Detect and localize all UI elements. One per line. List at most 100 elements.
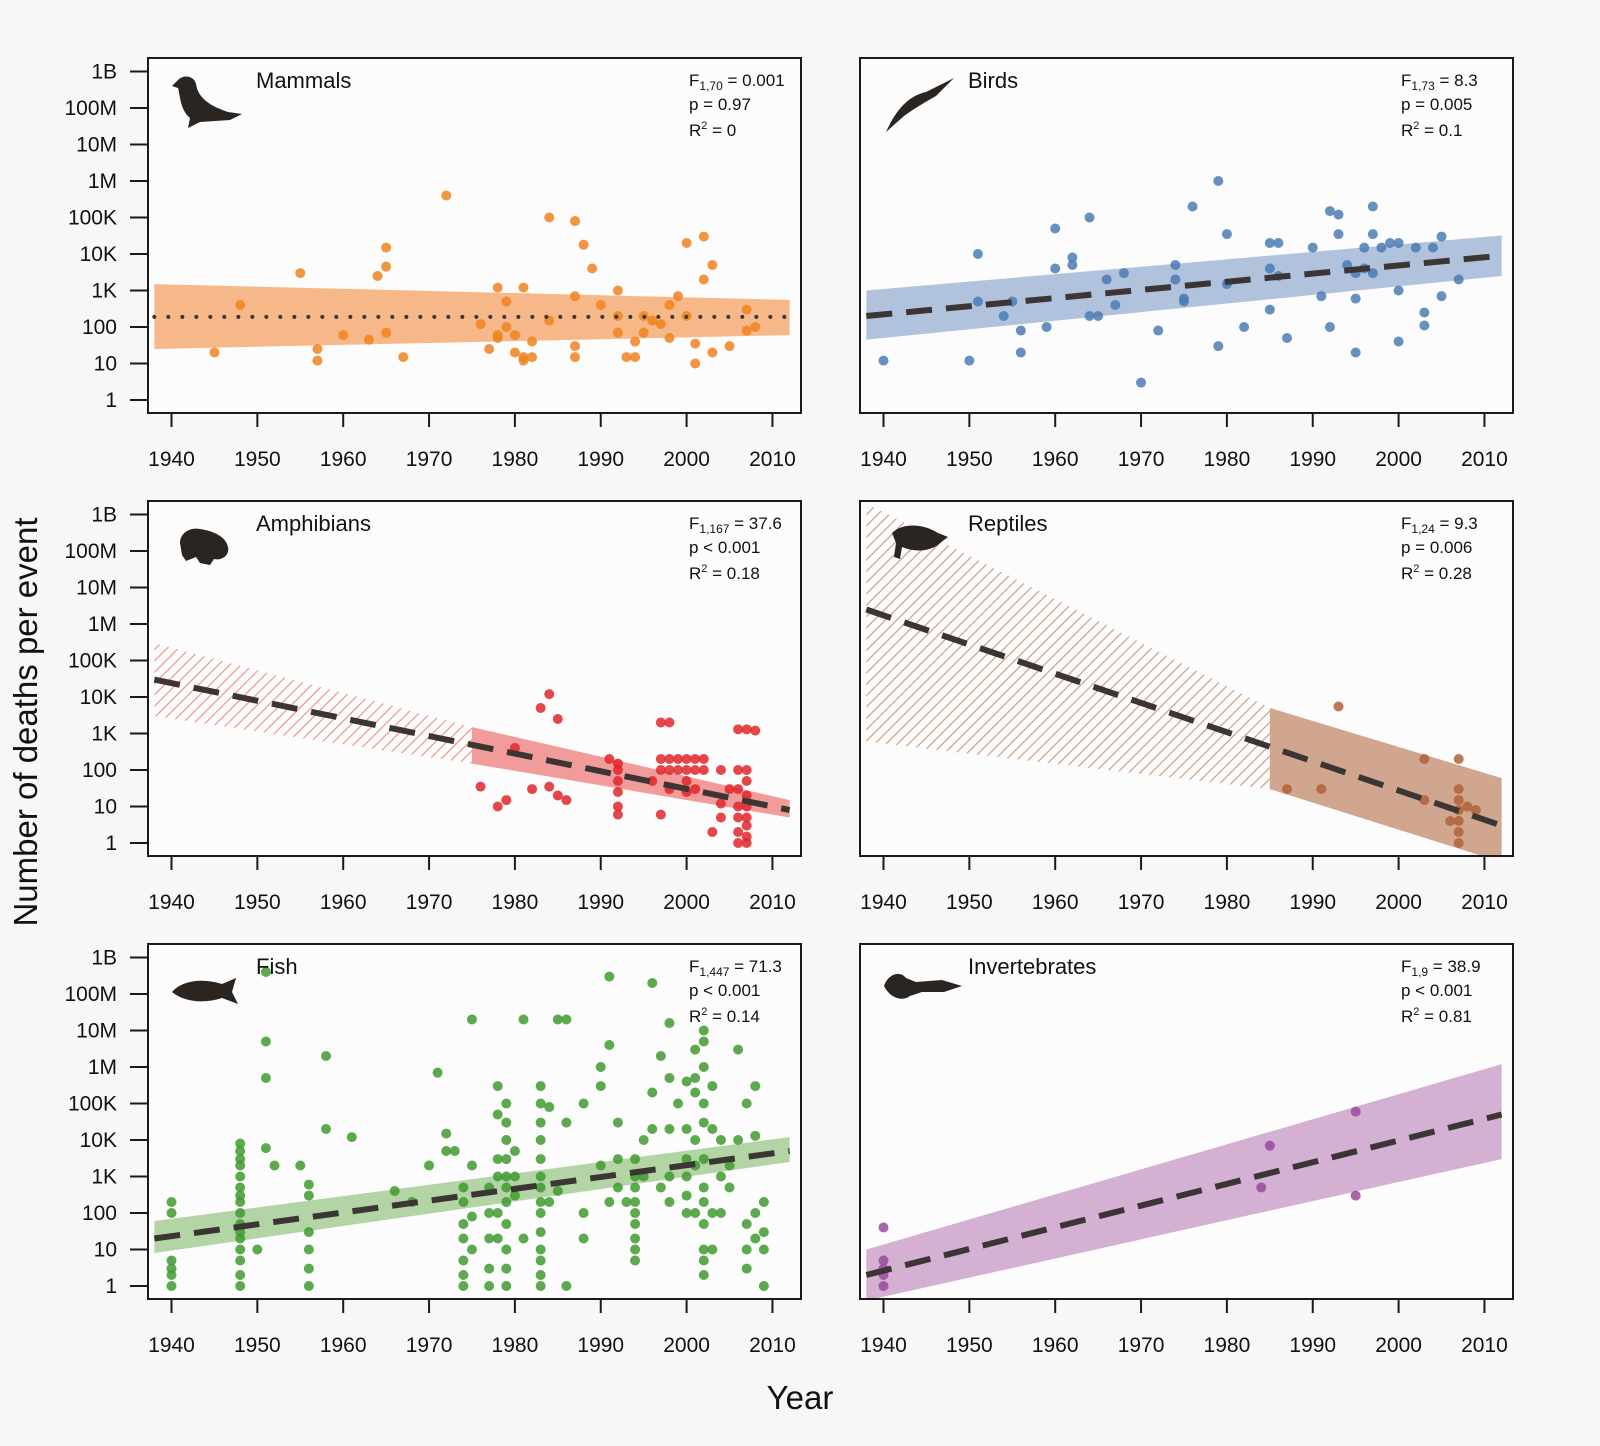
data-point [235, 300, 246, 311]
y-tick-label: 1B [91, 504, 117, 527]
data-point [501, 1244, 512, 1255]
plot-area [148, 944, 801, 1299]
data-point [1015, 347, 1026, 358]
data-point [1264, 1140, 1275, 1151]
y-tick-label: 10M [76, 1020, 117, 1043]
data-point [295, 1160, 306, 1171]
data-point [1084, 311, 1095, 322]
data-point [466, 1244, 477, 1255]
regression-line [866, 252, 1502, 319]
data-point [484, 343, 495, 354]
data-point [492, 1233, 503, 1244]
data-point [655, 1182, 666, 1193]
data-point [1316, 291, 1327, 302]
data-point [260, 1036, 271, 1047]
p-value: p < 0.001 [1401, 981, 1472, 1000]
data-point [509, 1171, 520, 1182]
data-point [655, 319, 666, 330]
data-point [758, 1244, 769, 1255]
data-point [475, 781, 486, 792]
data-point [1359, 242, 1370, 253]
data-point [458, 1270, 469, 1281]
data-point [630, 1197, 641, 1208]
data-point [724, 341, 735, 352]
y-tick-label: 100 [82, 759, 117, 782]
data-point [758, 1227, 769, 1238]
data-point [998, 311, 1009, 322]
data-point [647, 315, 658, 326]
data-point [458, 1281, 469, 1291]
data-point [501, 1218, 512, 1229]
data-point [527, 336, 538, 347]
bird-icon [886, 78, 954, 132]
data-point [595, 300, 606, 311]
data-point [638, 327, 649, 338]
data-point [303, 1227, 314, 1238]
data-point [569, 341, 580, 352]
data-point [209, 347, 220, 358]
data-point [1419, 754, 1430, 765]
x-tick-label: 2010 [1461, 1334, 1508, 1357]
data-point [1050, 223, 1061, 234]
data-point [647, 1124, 658, 1135]
data-point [673, 754, 684, 765]
data-point [260, 967, 271, 978]
data-point [595, 1160, 606, 1171]
data-point [664, 1171, 675, 1182]
panel-fish: 1B 100M 10M 1M 100K 10K 1K 100 10 1 1940 1950 1960 19… [64, 943, 802, 1357]
panel-title: Mammals [256, 68, 351, 93]
x-tick-label: 2000 [663, 891, 710, 914]
y-tick-label: 1 [105, 1275, 117, 1298]
x-tick-label: 2010 [1461, 448, 1508, 471]
data-point [458, 1182, 469, 1193]
data-point [733, 1135, 744, 1145]
data-point [535, 1171, 546, 1182]
y-tick-label: 1B [91, 61, 117, 84]
data-point [741, 765, 752, 775]
data-point [595, 1062, 606, 1072]
data-point [458, 1197, 469, 1208]
data-point [1350, 1106, 1361, 1117]
y-tick-label: 1K [91, 723, 117, 746]
data-point [466, 1211, 477, 1222]
data-point [578, 1098, 589, 1109]
confidence-band [866, 1064, 1502, 1299]
data-point [664, 1072, 675, 1083]
x-tick-label: 1970 [406, 891, 453, 914]
data-point [741, 838, 752, 848]
data-point [698, 1062, 709, 1072]
data-point [698, 765, 709, 775]
data-point [501, 1263, 512, 1274]
data-point [715, 1171, 726, 1182]
panel-frame [859, 57, 1514, 414]
y-tick-label: 1M [88, 1056, 117, 1079]
data-point [501, 296, 512, 307]
data-point [372, 270, 383, 281]
x-tick-label: 1980 [492, 891, 539, 914]
data-point [535, 1081, 546, 1092]
regression-line [865, 1111, 1503, 1278]
panel-reptiles: 1940 1950 1960 1970 1980 1990 2000 2010 Reptiles… [859, 500, 1514, 914]
y-tick-label: 100 [82, 316, 117, 339]
regression-line [865, 606, 1503, 829]
x-tick-label: 1940 [148, 1334, 195, 1357]
y-tick-label: 10 [94, 796, 117, 819]
data-point [509, 347, 520, 358]
x-tick-label: 1990 [1289, 448, 1336, 471]
data-point [1419, 795, 1430, 806]
r-squared: R2 = 0.81 [1401, 1006, 1472, 1026]
data-point [690, 765, 701, 775]
r-squared: R2 = 0.14 [689, 1006, 760, 1026]
data-point [1015, 325, 1026, 336]
data-point [733, 838, 744, 848]
data-point [1333, 229, 1344, 240]
data-point [698, 231, 709, 242]
data-point [1213, 341, 1224, 352]
data-point [750, 322, 761, 332]
data-point [1316, 784, 1327, 795]
data-point [295, 268, 306, 279]
data-point [1350, 293, 1361, 304]
data-point [724, 1182, 735, 1193]
data-point [535, 1208, 546, 1218]
x-tick-label: 1990 [577, 891, 624, 914]
